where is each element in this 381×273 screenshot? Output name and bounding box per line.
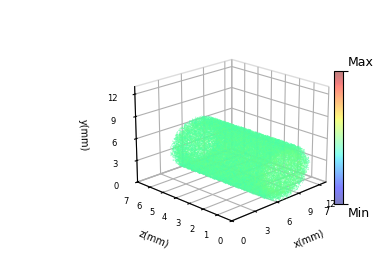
Text: 7: 7 [323,207,330,217]
Y-axis label: z(mm): z(mm) [138,228,171,249]
Text: Max: Max [347,56,373,69]
X-axis label: x(mm): x(mm) [292,228,326,250]
Text: Min: Min [347,207,370,220]
